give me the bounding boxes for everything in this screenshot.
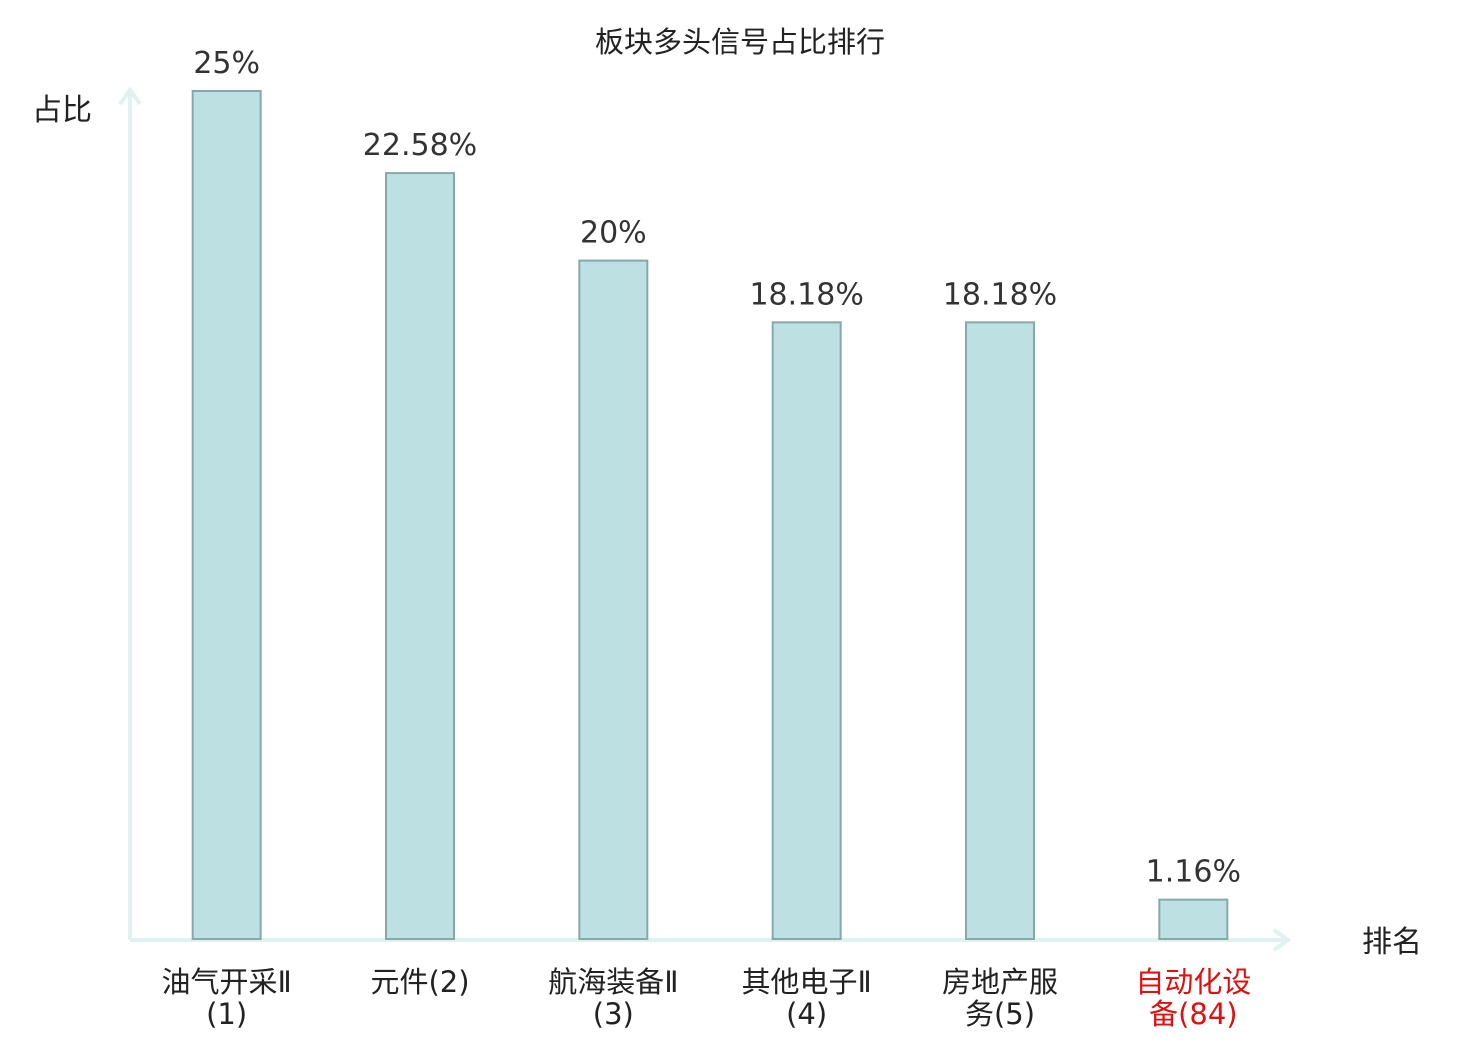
x-tick-label: 自动化设备(84) — [1135, 965, 1252, 1031]
bar — [191, 90, 262, 940]
bar — [965, 321, 1035, 940]
y-axis-arrow — [118, 86, 142, 106]
bar — [1158, 898, 1229, 940]
value-label: 1.16% — [1146, 855, 1241, 890]
bar — [385, 172, 455, 940]
x-tick-label: 其他电子Ⅱ(4) — [741, 965, 872, 1031]
y-axis-label: 占比 — [32, 93, 92, 128]
x-axis-arrow — [1272, 928, 1292, 952]
value-label: 22.58% — [363, 128, 477, 163]
axes — [118, 86, 1292, 952]
bar — [771, 321, 842, 940]
x-tick-label: 油气开采Ⅱ(1) — [161, 965, 292, 1031]
chart-title: 板块多头信号占比排行 — [595, 25, 885, 59]
value-label: 18.18% — [749, 277, 863, 312]
x-tick-label: 房地产服务(5) — [941, 965, 1058, 1031]
value-label: 18.18% — [943, 277, 1057, 312]
bar — [578, 259, 649, 941]
x-axis-label: 排名 — [1362, 925, 1422, 960]
x-tick-label: 航海装备Ⅱ(3) — [548, 965, 679, 1031]
x-tick-label: 元件(2) — [370, 965, 470, 999]
value-label: 20% — [580, 216, 647, 251]
value-label: 25% — [193, 46, 260, 81]
